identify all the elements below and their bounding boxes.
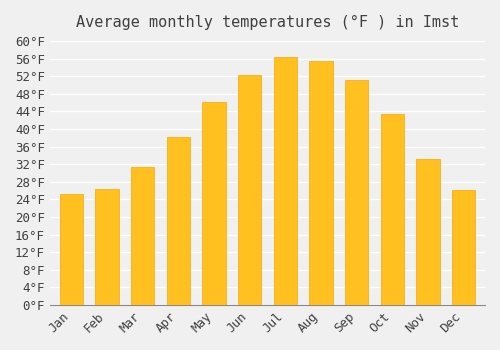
Title: Average monthly temperatures (°F ) in Imst: Average monthly temperatures (°F ) in Im… bbox=[76, 15, 459, 30]
Bar bbox=[452, 190, 475, 305]
Bar bbox=[96, 189, 118, 305]
Bar bbox=[345, 80, 368, 305]
Bar bbox=[202, 102, 226, 305]
Bar bbox=[310, 61, 332, 305]
Bar bbox=[60, 194, 83, 305]
Bar bbox=[274, 57, 297, 305]
Bar bbox=[380, 114, 404, 305]
Bar bbox=[131, 167, 154, 305]
Bar bbox=[166, 137, 190, 305]
Bar bbox=[238, 75, 261, 305]
Bar bbox=[416, 159, 440, 305]
